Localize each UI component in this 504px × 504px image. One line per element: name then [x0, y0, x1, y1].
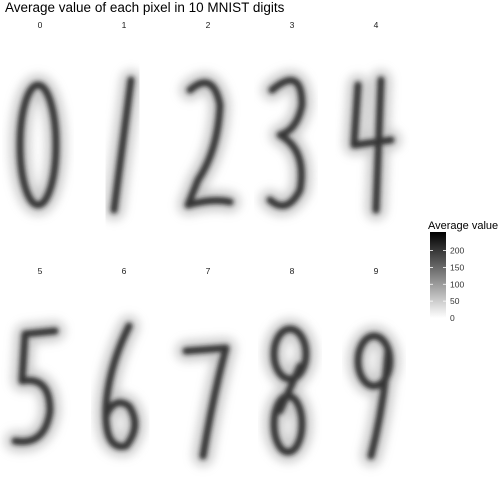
legend-tick-label: 100	[450, 279, 464, 289]
legend-tick-label: 0	[450, 313, 455, 323]
facet-label-5: 5	[38, 266, 43, 276]
facet-label-8: 8	[290, 266, 295, 276]
heatmap-core-8	[270, 325, 310, 456]
digit-heatmap-5	[5, 321, 65, 452]
digit-heatmap-8	[264, 319, 316, 462]
heatmap-stroke-2	[184, 79, 234, 209]
heatmap-core-3	[266, 76, 306, 210]
heatmap-stroke-6	[102, 322, 139, 450]
heatmap-stroke-5	[11, 327, 59, 446]
heatmap-core-0	[16, 81, 60, 209]
legend-tick-label: 200	[450, 246, 464, 256]
facet-panels: 0 1 2 3 4 5 6 7 8 9	[5, 20, 401, 466]
heatmap-core-1	[110, 76, 135, 214]
digit-heatmap-3	[260, 70, 312, 216]
heatmap-core-7	[182, 344, 230, 460]
heatmap-core-6	[102, 322, 139, 450]
facet-label-7: 7	[206, 266, 211, 276]
digit-heatmap-6	[95, 316, 145, 457]
heatmap-core-4	[350, 76, 395, 214]
legend-tick-label: 150	[450, 262, 464, 272]
legend: Average value 0 50 100 150 200	[428, 220, 498, 323]
heatmap-stroke-7	[182, 344, 230, 460]
heatmap-core-2	[184, 79, 234, 209]
digit-heatmap-9	[348, 326, 400, 466]
heatmap-stroke-1	[110, 76, 135, 214]
legend-title: Average value	[428, 220, 498, 232]
digit-heatmap-0	[10, 75, 66, 215]
facet-label-9: 9	[374, 266, 379, 276]
facet-label-3: 3	[290, 20, 295, 30]
facet-label-0: 0	[38, 20, 43, 30]
heatmap-stroke-3	[266, 76, 306, 210]
heatmap-stroke-8	[270, 325, 310, 383]
digit-heatmap-2	[178, 72, 240, 215]
chart-title: Average value of each pixel in 10 MNIST …	[5, 0, 285, 15]
heatmap-core-9	[354, 332, 394, 460]
digit-heatmap-1	[104, 70, 141, 220]
facet-label-2: 2	[206, 20, 211, 30]
heatmap-core-5	[11, 327, 59, 446]
heatmap-stroke-9	[367, 347, 392, 460]
legend-colorbar	[430, 232, 446, 318]
heatmap-stroke-4	[372, 76, 385, 214]
digit-heatmap-7	[176, 338, 236, 466]
facet-label-6: 6	[122, 266, 127, 276]
facet-label-4: 4	[374, 20, 379, 30]
facet-label-1: 1	[122, 20, 127, 30]
digit-heatmap-4	[344, 70, 401, 220]
heatmap-stroke-0	[16, 81, 60, 209]
legend-tick-label: 50	[450, 296, 460, 306]
heatmap-stroke-8	[276, 362, 304, 415]
